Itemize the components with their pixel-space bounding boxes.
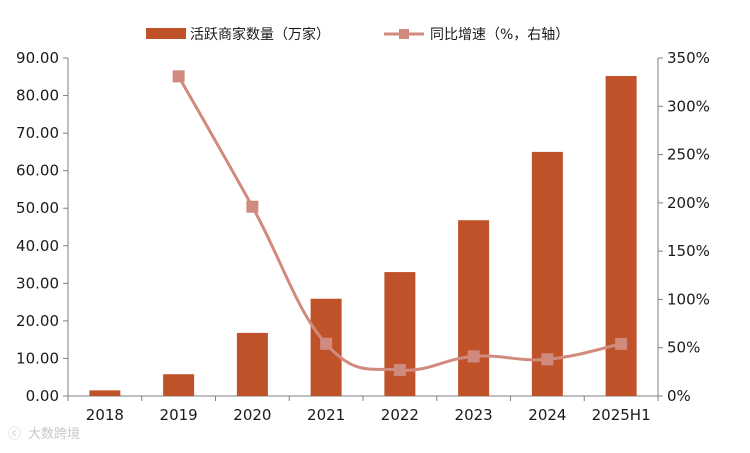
left-tick-label: 80.00: [16, 87, 59, 105]
line-marker: [320, 337, 333, 350]
legend-line-marker: [399, 29, 409, 39]
bar-series: [89, 76, 637, 396]
line-marker: [393, 363, 406, 376]
right-tick-label: 200%: [667, 194, 710, 212]
line-series: [172, 70, 628, 376]
legend-line-label: 同比增速（%，右轴）: [430, 27, 569, 43]
line-marker: [541, 353, 554, 366]
line-marker: [246, 200, 259, 213]
line-marker: [467, 350, 480, 363]
right-tick-label: 350%: [667, 49, 710, 67]
x-tick-label: 2022: [381, 406, 419, 424]
x-tick-label: 2023: [455, 406, 493, 424]
x-tick-label: 2024: [528, 406, 566, 424]
watermark-logo-icon: ⓒ: [8, 427, 21, 442]
bar: [236, 332, 268, 396]
legend-bar-swatch: [146, 28, 186, 39]
x-tick-label: 2019: [160, 406, 198, 424]
bar: [458, 220, 490, 396]
line-marker: [172, 70, 185, 83]
right-tick-label: 0%: [667, 387, 691, 405]
bar: [89, 390, 121, 396]
left-tick-label: 70.00: [16, 124, 59, 142]
x-tick-label: 2018: [86, 406, 124, 424]
left-tick-label: 50.00: [16, 199, 59, 217]
watermark-text: 大数跨境: [28, 427, 80, 442]
bar: [384, 272, 416, 396]
legend-bar-label: 活跃商家数量（万家）: [190, 26, 330, 43]
left-tick-label: 40.00: [16, 237, 59, 255]
axes: 0.00 10.00 20.00 30.00 40.00 50.00 60.00 70.00 8…: [16, 49, 710, 424]
watermark: ⓒ 大数跨境: [8, 427, 80, 442]
left-tick-label: 90.00: [16, 49, 59, 67]
left-tick-label: 30.00: [16, 274, 59, 292]
left-tick-label: 0.00: [26, 387, 59, 405]
right-tick-label: 100%: [667, 290, 710, 308]
right-tick-label: 250%: [667, 146, 710, 164]
right-tick-label: 300%: [667, 97, 710, 115]
x-tick-label: 2021: [307, 406, 345, 424]
left-tick-label: 20.00: [16, 312, 59, 330]
legend: 活跃商家数量（万家） 同比增速（%，右轴）: [146, 26, 569, 43]
right-tick-label: 150%: [667, 242, 710, 260]
bar: [163, 374, 195, 396]
right-tick-label: 50%: [667, 339, 700, 357]
left-tick-label: 60.00: [16, 162, 59, 180]
x-tick-label: 2025H1: [592, 406, 651, 424]
line-marker: [615, 337, 628, 350]
x-tick-label: 2020: [233, 406, 271, 424]
left-tick-label: 10.00: [16, 349, 59, 367]
